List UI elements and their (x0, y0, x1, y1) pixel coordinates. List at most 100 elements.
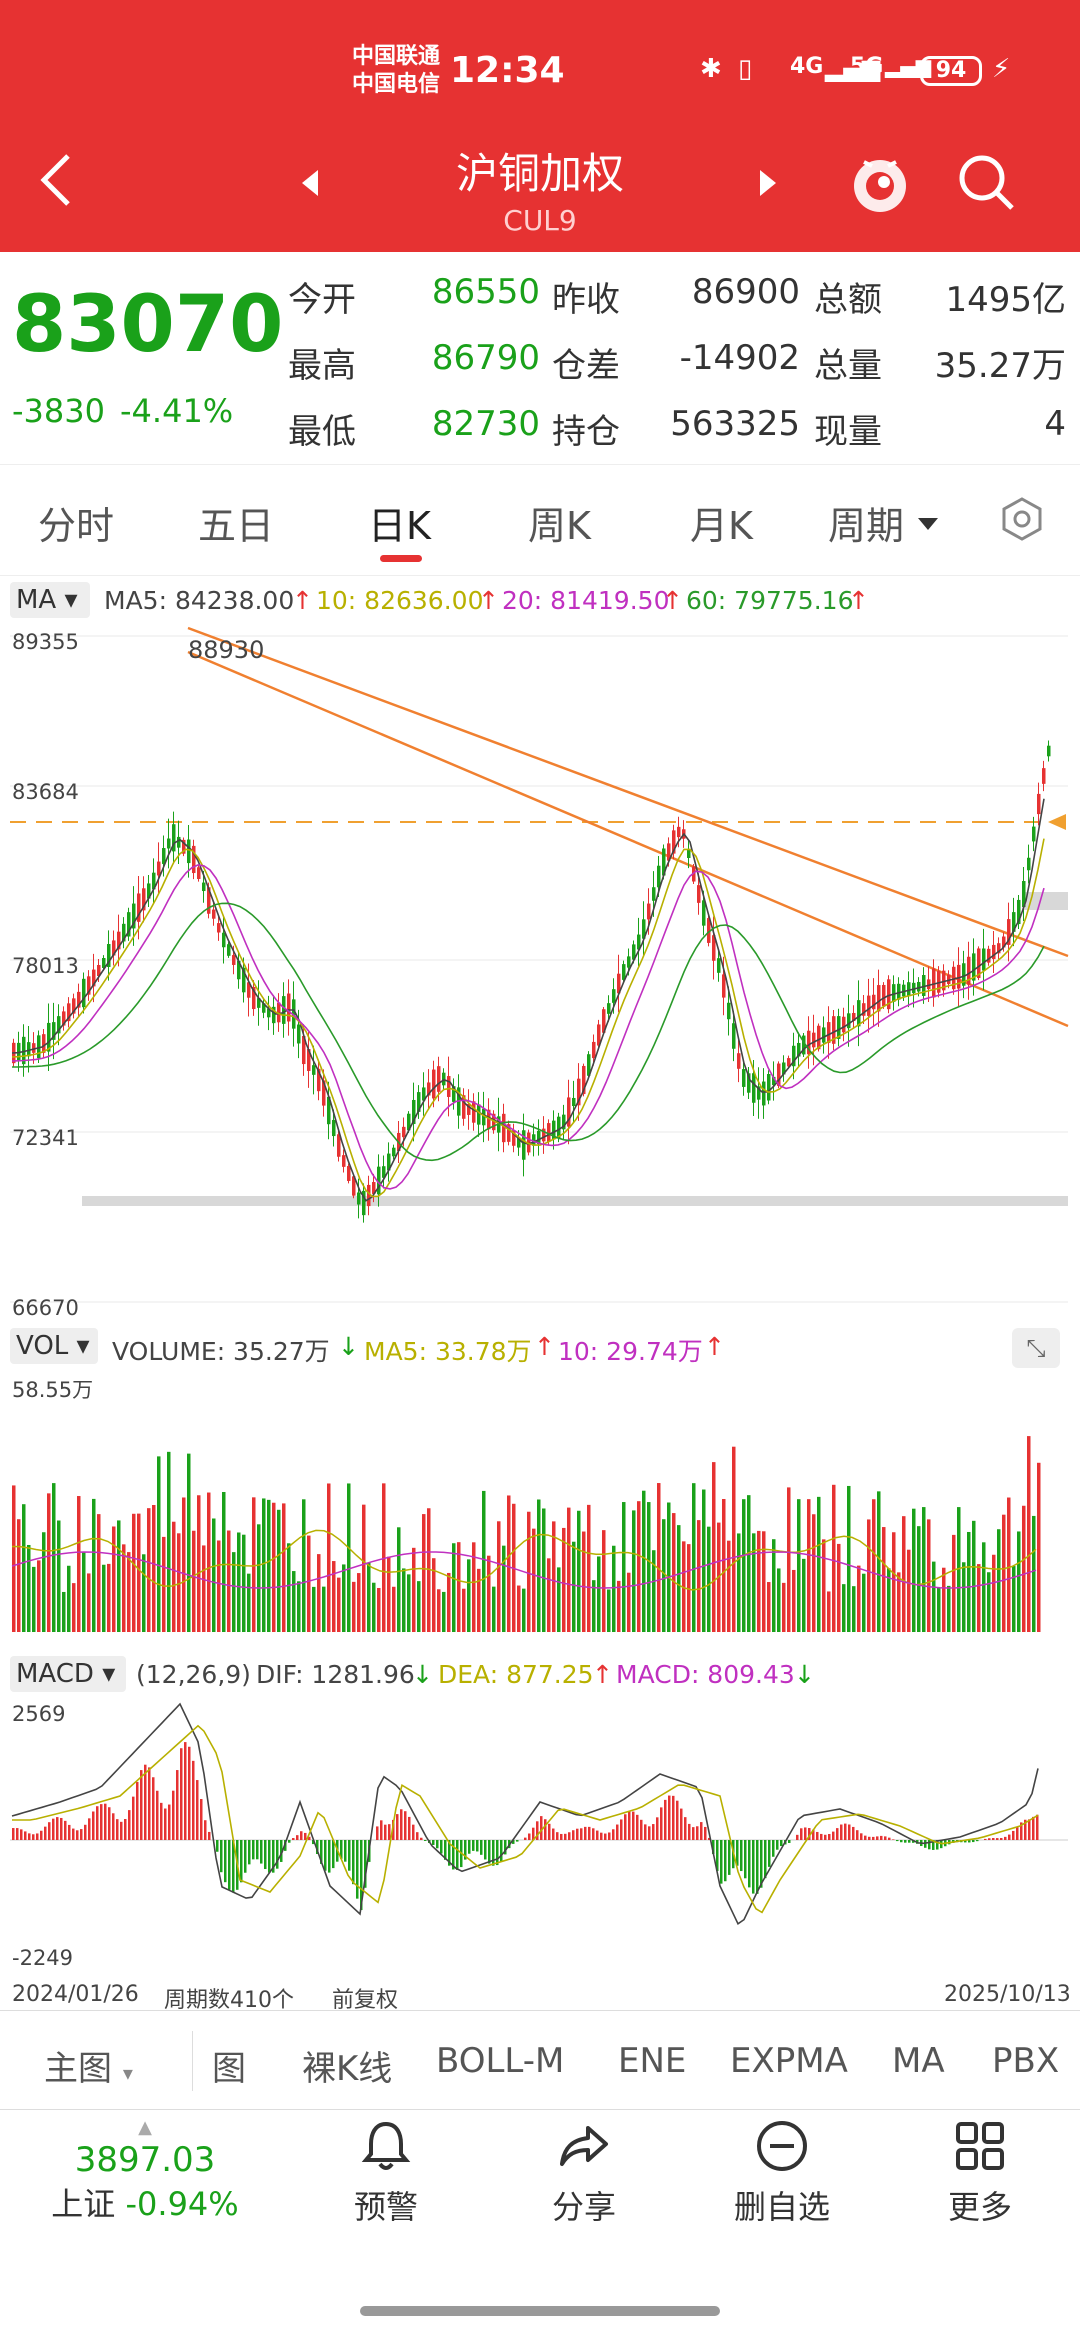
macd-histogram-bar (788, 1840, 791, 1843)
candle-body (1022, 881, 1026, 907)
tab-ene[interactable]: ENE (618, 2041, 687, 2081)
macd-histogram-bar (856, 1830, 859, 1840)
up-arrow-icon: ↑ (592, 1660, 613, 1689)
more-label: 更多 (947, 2188, 1012, 2226)
page-title: 沪铜加权 (455, 149, 624, 198)
tab-five-day[interactable]: 五日 (198, 504, 275, 548)
macd-histogram-bar (728, 1840, 731, 1875)
macd-histogram-bar (320, 1840, 323, 1864)
settings-icon[interactable] (998, 495, 1046, 547)
ma-indicator-chip[interactable]: MA ▾ (10, 582, 90, 618)
next-contract-icon[interactable] (758, 168, 778, 202)
tab-boll-m[interactable]: BOLL-M (436, 2041, 565, 2081)
back-icon[interactable] (36, 150, 76, 210)
tab-ma[interactable]: MA (892, 2041, 945, 2081)
expand-icon[interactable]: ⤡ (1012, 1328, 1060, 1368)
candle-body (1032, 826, 1036, 842)
candle-body (867, 995, 871, 1016)
charging-icon: ⚡ (992, 54, 1011, 84)
tab-weekly-k[interactable]: 周K (528, 504, 591, 548)
tab-chart[interactable]: 图 (212, 2049, 246, 2089)
macd-histogram-bar (704, 1826, 707, 1840)
tab-daily-k[interactable]: 日K (368, 504, 431, 548)
macd-histogram-bar (536, 1821, 539, 1840)
macd-histogram-bar (96, 1806, 99, 1840)
macd-histogram-bar (540, 1816, 543, 1840)
candle-body (857, 1000, 861, 1027)
macd-histogram-bar (48, 1822, 51, 1840)
macd-histogram-bar (804, 1827, 807, 1840)
volume-bar (137, 1513, 141, 1632)
macd-histogram-bar (884, 1836, 887, 1840)
search-icon[interactable] (956, 152, 1016, 216)
candle-body (907, 982, 911, 997)
low-label: 最低 (288, 412, 356, 452)
macd-chart[interactable]: 2569 -2249 (0, 1698, 1080, 1970)
candle-body (222, 932, 226, 948)
macd-histogram-bar (436, 1840, 439, 1849)
volume-bar (922, 1507, 926, 1632)
macd-indicator-chip[interactable]: MACD ▾ (10, 1656, 126, 1692)
macd-histogram-bar (632, 1811, 635, 1840)
volume-bar (427, 1508, 431, 1632)
volume-bar (157, 1456, 161, 1632)
macd-histogram-bar (620, 1819, 623, 1840)
tab-intraday[interactable]: 分时 (38, 504, 115, 548)
candle-body (357, 1192, 361, 1205)
volume-bar (457, 1542, 461, 1632)
candle-body (197, 867, 201, 879)
vol-indicator-chip[interactable]: VOL ▾ (10, 1328, 98, 1364)
volume-bar (202, 1545, 206, 1632)
candle-body (237, 960, 241, 980)
tab-naked-k[interactable]: 裸K线 (302, 2049, 393, 2089)
candle-body (342, 1155, 346, 1167)
macd-histogram-bar (900, 1840, 903, 1843)
volume-bar (52, 1483, 56, 1632)
more-button[interactable]: 更多 (910, 2118, 1050, 2228)
prev-contract-icon[interactable] (300, 168, 320, 202)
tab-expma[interactable]: EXPMA (730, 2041, 848, 2081)
macd-histogram-bar (332, 1840, 335, 1869)
volume-bar (987, 1572, 991, 1632)
candle-body (767, 1073, 771, 1101)
tab-monthly-k[interactable]: 月K (690, 504, 753, 548)
start-date: 2024/01/26 (12, 1982, 139, 2007)
macd-histogram-bar (172, 1790, 175, 1840)
volume-chart[interactable]: 58.55万 (0, 1370, 1080, 1650)
amount-label: 总额 (814, 280, 882, 320)
macd-histogram-bar (696, 1826, 699, 1840)
candle-body (942, 970, 946, 991)
macd-histogram-bar (176, 1770, 179, 1840)
macd-histogram-bar (424, 1840, 427, 1841)
volume-bar (847, 1485, 851, 1632)
macd-histogram-bar (136, 1781, 139, 1840)
volume-bar (832, 1484, 836, 1632)
candle-body (22, 1036, 26, 1065)
macd-histogram-bar (664, 1799, 667, 1840)
index-widget[interactable]: ▲ 3897.03 上证 -0.94% (30, 2118, 260, 2226)
share-button[interactable]: 分享 (514, 2118, 654, 2228)
macd-histogram-bar (488, 1840, 491, 1864)
macd-histogram-bar (452, 1840, 455, 1870)
index-change: -0.94% (125, 2185, 239, 2223)
bluetooth-icon: ✱ (700, 54, 722, 84)
volume-bar (797, 1499, 801, 1632)
volume-bar (887, 1568, 891, 1632)
volume-bar (412, 1547, 416, 1632)
main-chart-dropdown[interactable]: 主图 ▾ (44, 2041, 133, 2090)
chevron-down-icon: ▾ (122, 2061, 133, 2085)
tab-period[interactable]: 周期 (828, 504, 905, 548)
macd-histogram-bar (848, 1824, 851, 1840)
macd-histogram-bar (680, 1808, 683, 1840)
assistant-icon[interactable] (850, 152, 910, 220)
candle-body (592, 1041, 596, 1059)
macd-value: MACD: 809.43 (616, 1660, 795, 1689)
candle-body (522, 1130, 526, 1160)
remove-watchlist-button[interactable]: 删自选 (712, 2118, 852, 2228)
macd-histogram-bar (720, 1840, 723, 1884)
kline-chart[interactable]: 89355 83684 78013 72341 66670 88930 (0, 626, 1080, 1320)
candle-body (792, 1045, 796, 1067)
price-axis-bottom: 66670 (12, 1296, 79, 1320)
tab-pbx[interactable]: PBX (992, 2041, 1060, 2081)
alert-button[interactable]: 预警 (316, 2118, 456, 2228)
